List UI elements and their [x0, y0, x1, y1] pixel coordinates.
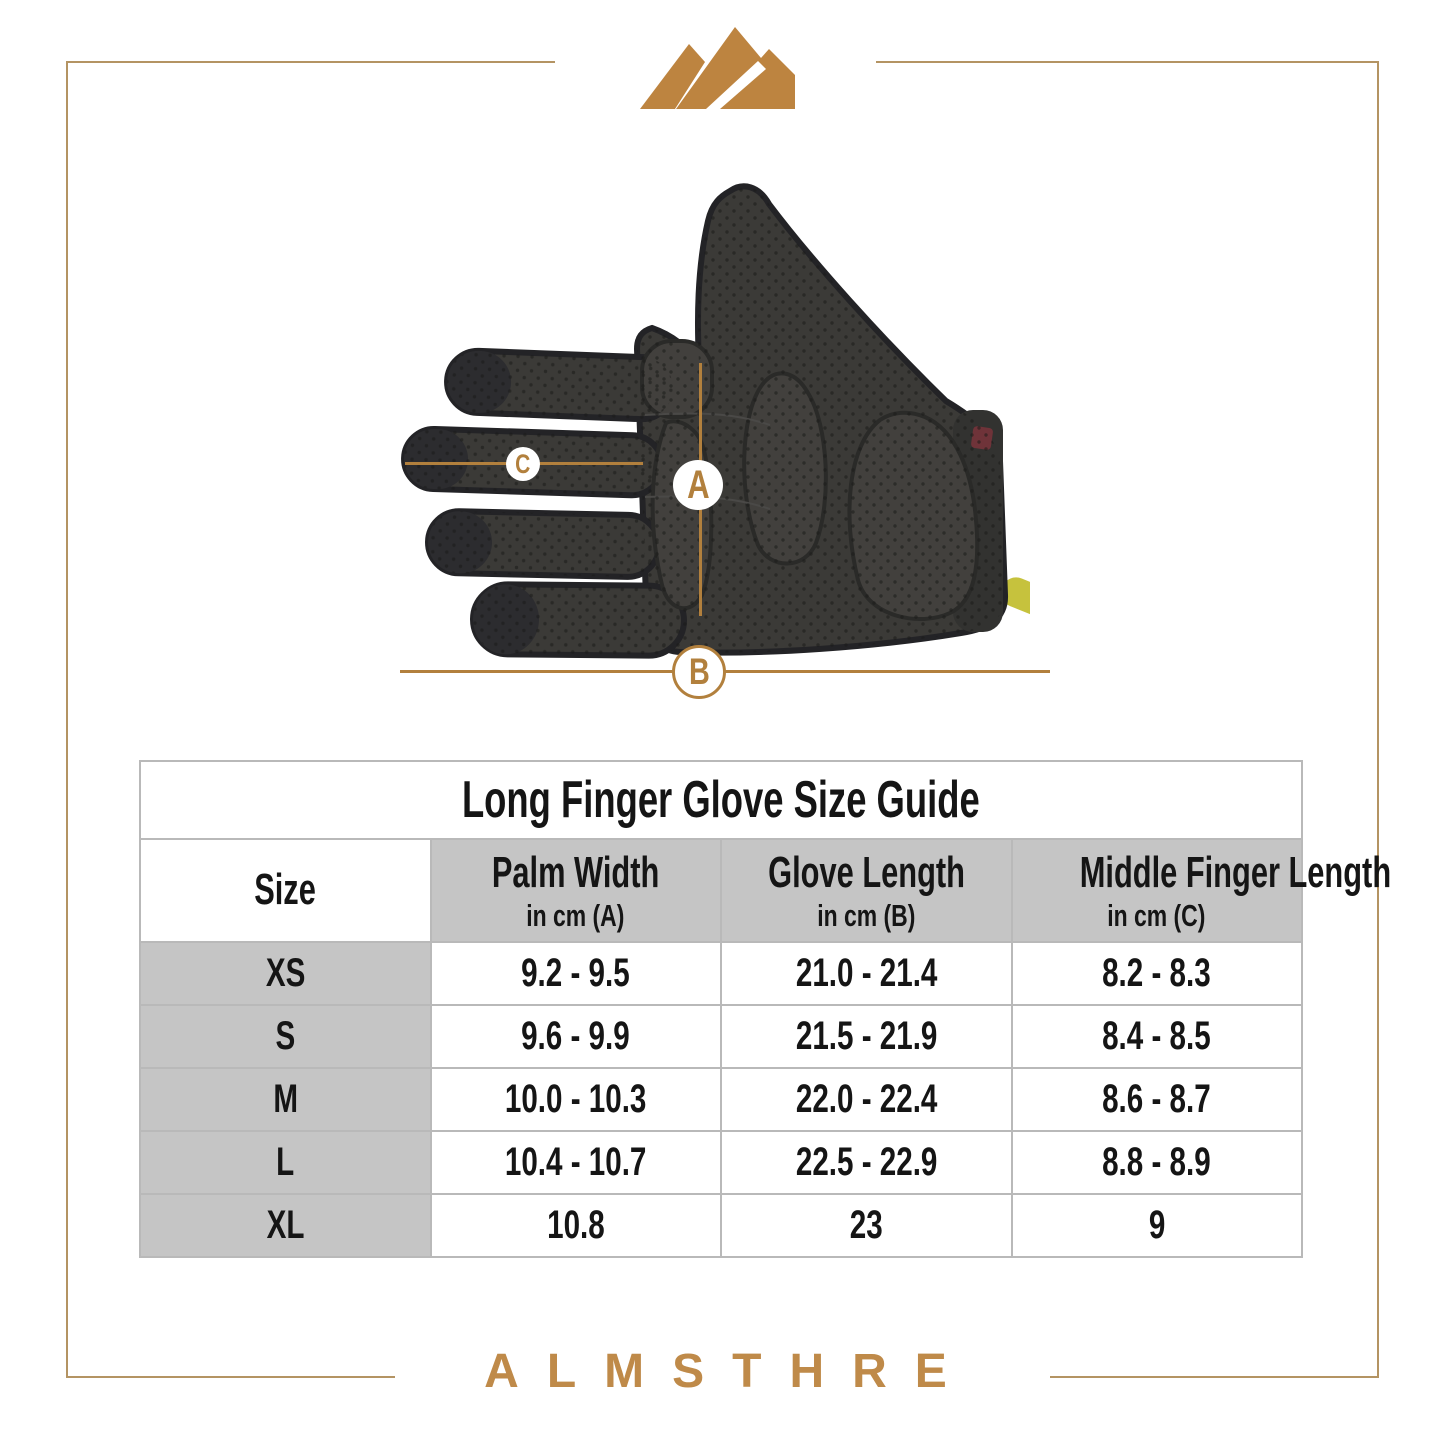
cell-middle-finger-length: 9: [1010, 1193, 1303, 1258]
cell-middle-finger-length: 8.2 - 8.3: [1010, 941, 1303, 1006]
table-row-xl: XL 10.8 23 9: [139, 1193, 1303, 1258]
frame-top-left-segment: [66, 61, 555, 63]
glove-yellow-trim: [1001, 577, 1030, 620]
column-header-size: Size: [139, 838, 432, 943]
table-header-row: Size Palm Width in cm (A) Glove Length i…: [139, 838, 1391, 943]
cell-palm-width: 10.0 - 10.3: [429, 1067, 722, 1132]
marker-b-label: B: [688, 651, 710, 692]
cell-middle-finger-length: 8.6 - 8.7: [1010, 1067, 1303, 1132]
cell-glove-length: 22.0 - 22.4: [720, 1067, 1013, 1132]
marker-a-label: A: [686, 462, 710, 507]
column-header-middle-finger-length: Middle Finger Length in cm (C): [1010, 838, 1391, 943]
size-guide-table: Long Finger Glove Size Guide Size Palm W…: [139, 760, 1391, 1258]
measure-marker-a: A: [673, 460, 723, 510]
cell-size: XS: [139, 941, 432, 1006]
cell-glove-length: 21.0 - 21.4: [720, 941, 1013, 1006]
cell-size: XL: [139, 1193, 432, 1258]
cell-size: M: [139, 1067, 432, 1132]
frame-bottom-right-segment: [1050, 1376, 1379, 1378]
cell-size: L: [139, 1130, 432, 1195]
cell-glove-length: 23: [720, 1193, 1013, 1258]
table-row-s: S 9.6 - 9.9 21.5 - 21.9 8.4 - 8.5: [139, 1004, 1303, 1069]
cell-middle-finger-length: 8.4 - 8.5: [1010, 1004, 1303, 1069]
table-title: Long Finger Glove Size Guide: [139, 760, 1303, 840]
cell-glove-length: 21.5 - 21.9: [720, 1004, 1013, 1069]
frame-right-edge: [1377, 61, 1379, 1378]
measure-marker-b: B: [672, 645, 726, 699]
cell-palm-width: 10.4 - 10.7: [429, 1130, 722, 1195]
column-header-palm-width: Palm Width in cm (A): [429, 838, 722, 943]
mountain-logo-icon: [640, 27, 795, 109]
frame-top-right-segment: [876, 61, 1379, 63]
column-header-glove-length: Glove Length in cm (B): [720, 838, 1013, 943]
cell-middle-finger-length: 8.8 - 8.9: [1010, 1130, 1303, 1195]
table-row-xs: XS 9.2 - 9.5 21.0 - 21.4 8.2 - 8.3: [139, 941, 1303, 1006]
measure-marker-c: C: [506, 447, 540, 481]
frame-bottom-left-segment: [66, 1376, 395, 1378]
table-title-row: Long Finger Glove Size Guide: [139, 760, 1303, 840]
brand-wordmark: ALMSTHRE: [484, 1345, 975, 1398]
cell-size: S: [139, 1004, 432, 1069]
marker-c-label: C: [515, 448, 531, 479]
glove-image: [380, 165, 1030, 665]
table-row-m: M 10.0 - 10.3 22.0 - 22.4 8.6 - 8.7: [139, 1067, 1303, 1132]
cell-palm-width: 9.2 - 9.5: [429, 941, 722, 1006]
frame-left-edge: [66, 61, 68, 1378]
cell-palm-width: 9.6 - 9.9: [429, 1004, 722, 1069]
cell-palm-width: 10.8: [429, 1193, 722, 1258]
cell-glove-length: 22.5 - 22.9: [720, 1130, 1013, 1195]
table-row-l: L 10.4 - 10.7 22.5 - 22.9 8.8 - 8.9: [139, 1130, 1303, 1195]
